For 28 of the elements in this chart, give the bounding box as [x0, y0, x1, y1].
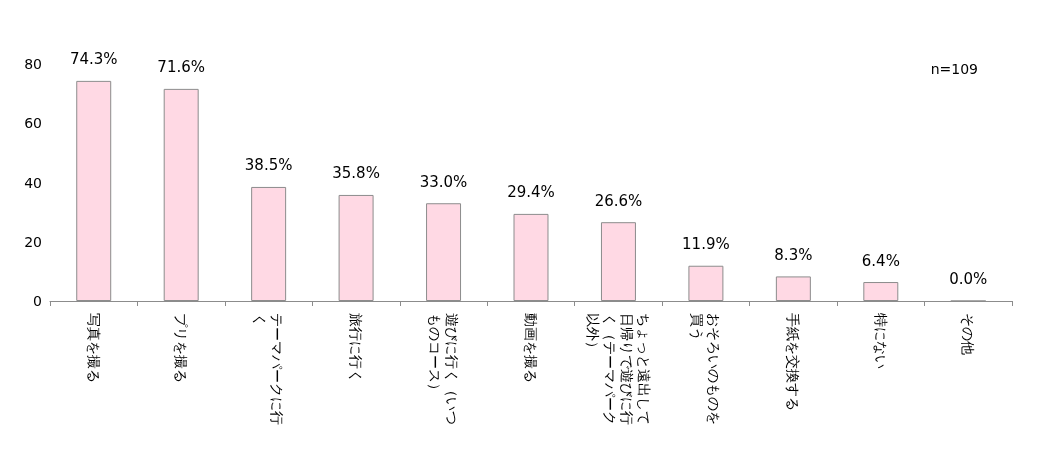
data-label: 6.4%	[861, 251, 900, 270]
x-tick-label: テーマパークに行く	[252, 313, 286, 425]
x-tick-label: 手紙を交換する	[785, 313, 802, 411]
x-tick-label: 特にない	[872, 313, 889, 369]
data-label: 26.6%	[594, 191, 643, 210]
y-tick-label: 40	[24, 174, 42, 191]
data-label: 33.0%	[419, 172, 468, 191]
data-label: 29.4%	[507, 183, 555, 202]
x-tick-label: ちょっと遠出して日帰りで遊びに行く（テーマパーク以外）	[584, 313, 652, 425]
y-tick-label: 0	[33, 293, 42, 309]
annotation: n=109	[930, 61, 978, 77]
x-tick-label: おそろいのものを買う	[689, 313, 723, 425]
data-label: 38.5%	[244, 156, 293, 175]
x-tick-label: 遊びに行く（いつものコース）	[427, 313, 461, 425]
x-tick-label: 旅行に行く	[348, 313, 365, 383]
data-label: 35.8%	[332, 164, 380, 183]
y-tick-label: 20	[24, 233, 42, 250]
data-label: 11.9%	[682, 235, 730, 254]
x-tick-label: 動画を撮る	[523, 313, 539, 383]
x-tick-label: 写真を撮る	[85, 313, 102, 383]
x-tick-label: プリを撮る	[173, 313, 190, 383]
data-label: 8.3%	[774, 245, 813, 264]
data-label: 71.6%	[157, 58, 206, 77]
y-tick-label: 80	[24, 56, 42, 72]
y-tick-label: 60	[24, 115, 42, 132]
data-label: 74.3%	[69, 50, 118, 69]
data-label: 0.0%	[949, 270, 988, 288]
x-tick-label: その他	[960, 313, 977, 355]
